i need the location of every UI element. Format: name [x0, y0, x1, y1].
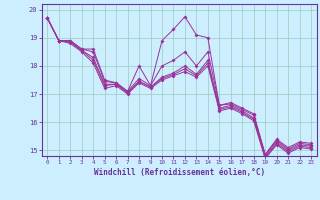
X-axis label: Windchill (Refroidissement éolien,°C): Windchill (Refroidissement éolien,°C): [94, 168, 265, 177]
